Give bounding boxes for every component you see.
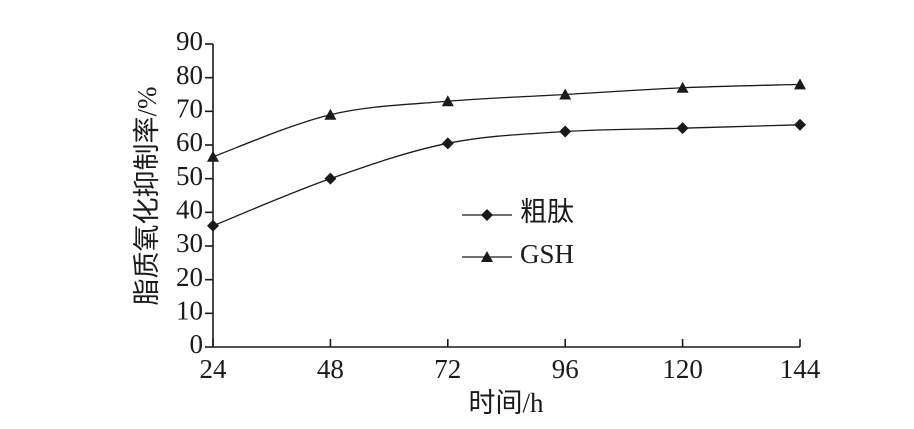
y-tick-label: 90	[176, 26, 203, 56]
marker	[481, 251, 493, 262]
marker	[794, 118, 806, 131]
y-tick-label: 80	[176, 60, 203, 90]
marker	[207, 150, 219, 162]
marker	[324, 172, 337, 185]
marker	[794, 78, 806, 90]
marker	[207, 219, 219, 232]
legend-label: GSH	[520, 239, 574, 269]
x-tick-label: 144	[780, 354, 821, 384]
x-tick-label: 96	[552, 354, 579, 384]
y-tick-label: 70	[176, 94, 203, 124]
marker	[481, 209, 493, 221]
y-tick-label: 50	[176, 161, 203, 191]
x-tick-label: 48	[317, 354, 344, 384]
marker	[676, 81, 689, 93]
marker	[676, 122, 689, 135]
series-line	[212, 124, 801, 227]
marker	[441, 137, 454, 150]
marker	[559, 88, 572, 100]
y-tick-label: 30	[176, 228, 203, 258]
series-line	[212, 83, 801, 158]
y-tick-label: 60	[176, 127, 203, 157]
x-tick-label: 72	[434, 354, 461, 384]
marker	[559, 125, 572, 138]
y-tick-label: 0	[190, 329, 204, 359]
y-tick-label: 40	[176, 195, 203, 225]
x-axis-label: 时间/h	[468, 388, 544, 418]
y-tick-label: 20	[176, 262, 203, 292]
marker	[441, 95, 454, 107]
y-tick-label: 10	[176, 296, 203, 326]
marker	[324, 108, 337, 120]
y-axis-label: 脂质氧化抑制率/%	[132, 87, 162, 306]
x-tick-label: 120	[662, 354, 703, 384]
legend-label: 粗肽	[520, 197, 574, 227]
x-tick-label: 24	[200, 354, 228, 384]
